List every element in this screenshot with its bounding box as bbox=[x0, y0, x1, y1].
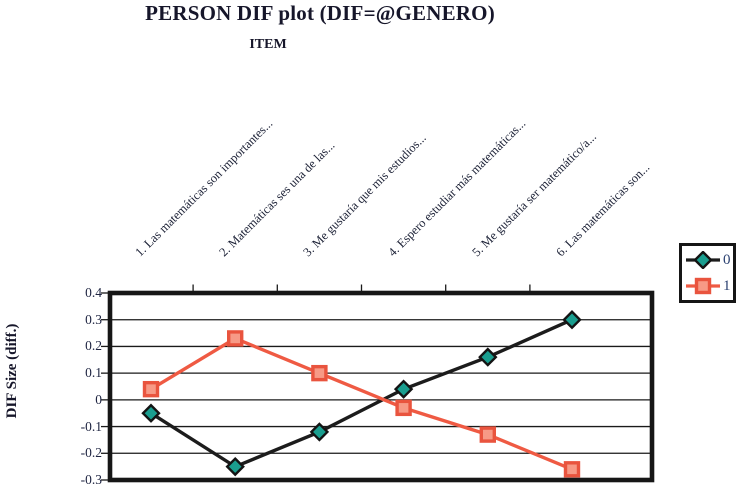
series-1-marker bbox=[395, 399, 412, 417]
plot-frame bbox=[107, 290, 655, 483]
legend-marker-0 bbox=[693, 251, 713, 269]
legend-entry-0: 0 bbox=[685, 251, 733, 269]
series-0-marker bbox=[141, 403, 161, 423]
series-1-marker bbox=[311, 364, 328, 382]
legend-label: 0 bbox=[723, 251, 731, 268]
y-tick-label: 0.4 bbox=[85, 285, 102, 300]
series-0-marker bbox=[562, 310, 582, 330]
legend-marker-1 bbox=[694, 277, 712, 295]
series-0-marker bbox=[393, 379, 414, 399]
legend-square-icon bbox=[686, 277, 720, 295]
legend-entry-1: 1 bbox=[685, 277, 733, 295]
y-tick-label: -0.1 bbox=[80, 418, 102, 434]
y-tick-label: -0.2 bbox=[80, 445, 102, 461]
series-0-line bbox=[150, 318, 573, 469]
y-tick-label: 0 bbox=[95, 391, 102, 407]
y-tick-label: 0.1 bbox=[85, 365, 102, 381]
series-1-marker bbox=[226, 330, 244, 347]
x-axis-title: ITEM bbox=[249, 37, 287, 52]
series-0-marker bbox=[225, 456, 245, 477]
series-1-marker bbox=[142, 380, 160, 398]
chart-title: PERSON DIF plot (DIF=@GENERO) bbox=[145, 1, 495, 25]
series-1-line bbox=[150, 336, 573, 471]
legend-diamond-icon bbox=[686, 251, 720, 269]
series-1-marker bbox=[563, 461, 581, 478]
y-tick-label: -0.3 bbox=[80, 472, 102, 486]
legend-label: 1 bbox=[723, 277, 731, 294]
y-tick-label: 0.2 bbox=[85, 338, 102, 354]
series-0-marker bbox=[309, 422, 330, 442]
y-tick-label: 0.3 bbox=[85, 311, 102, 327]
series-1-marker bbox=[479, 426, 496, 443]
series-0-marker bbox=[478, 347, 498, 367]
